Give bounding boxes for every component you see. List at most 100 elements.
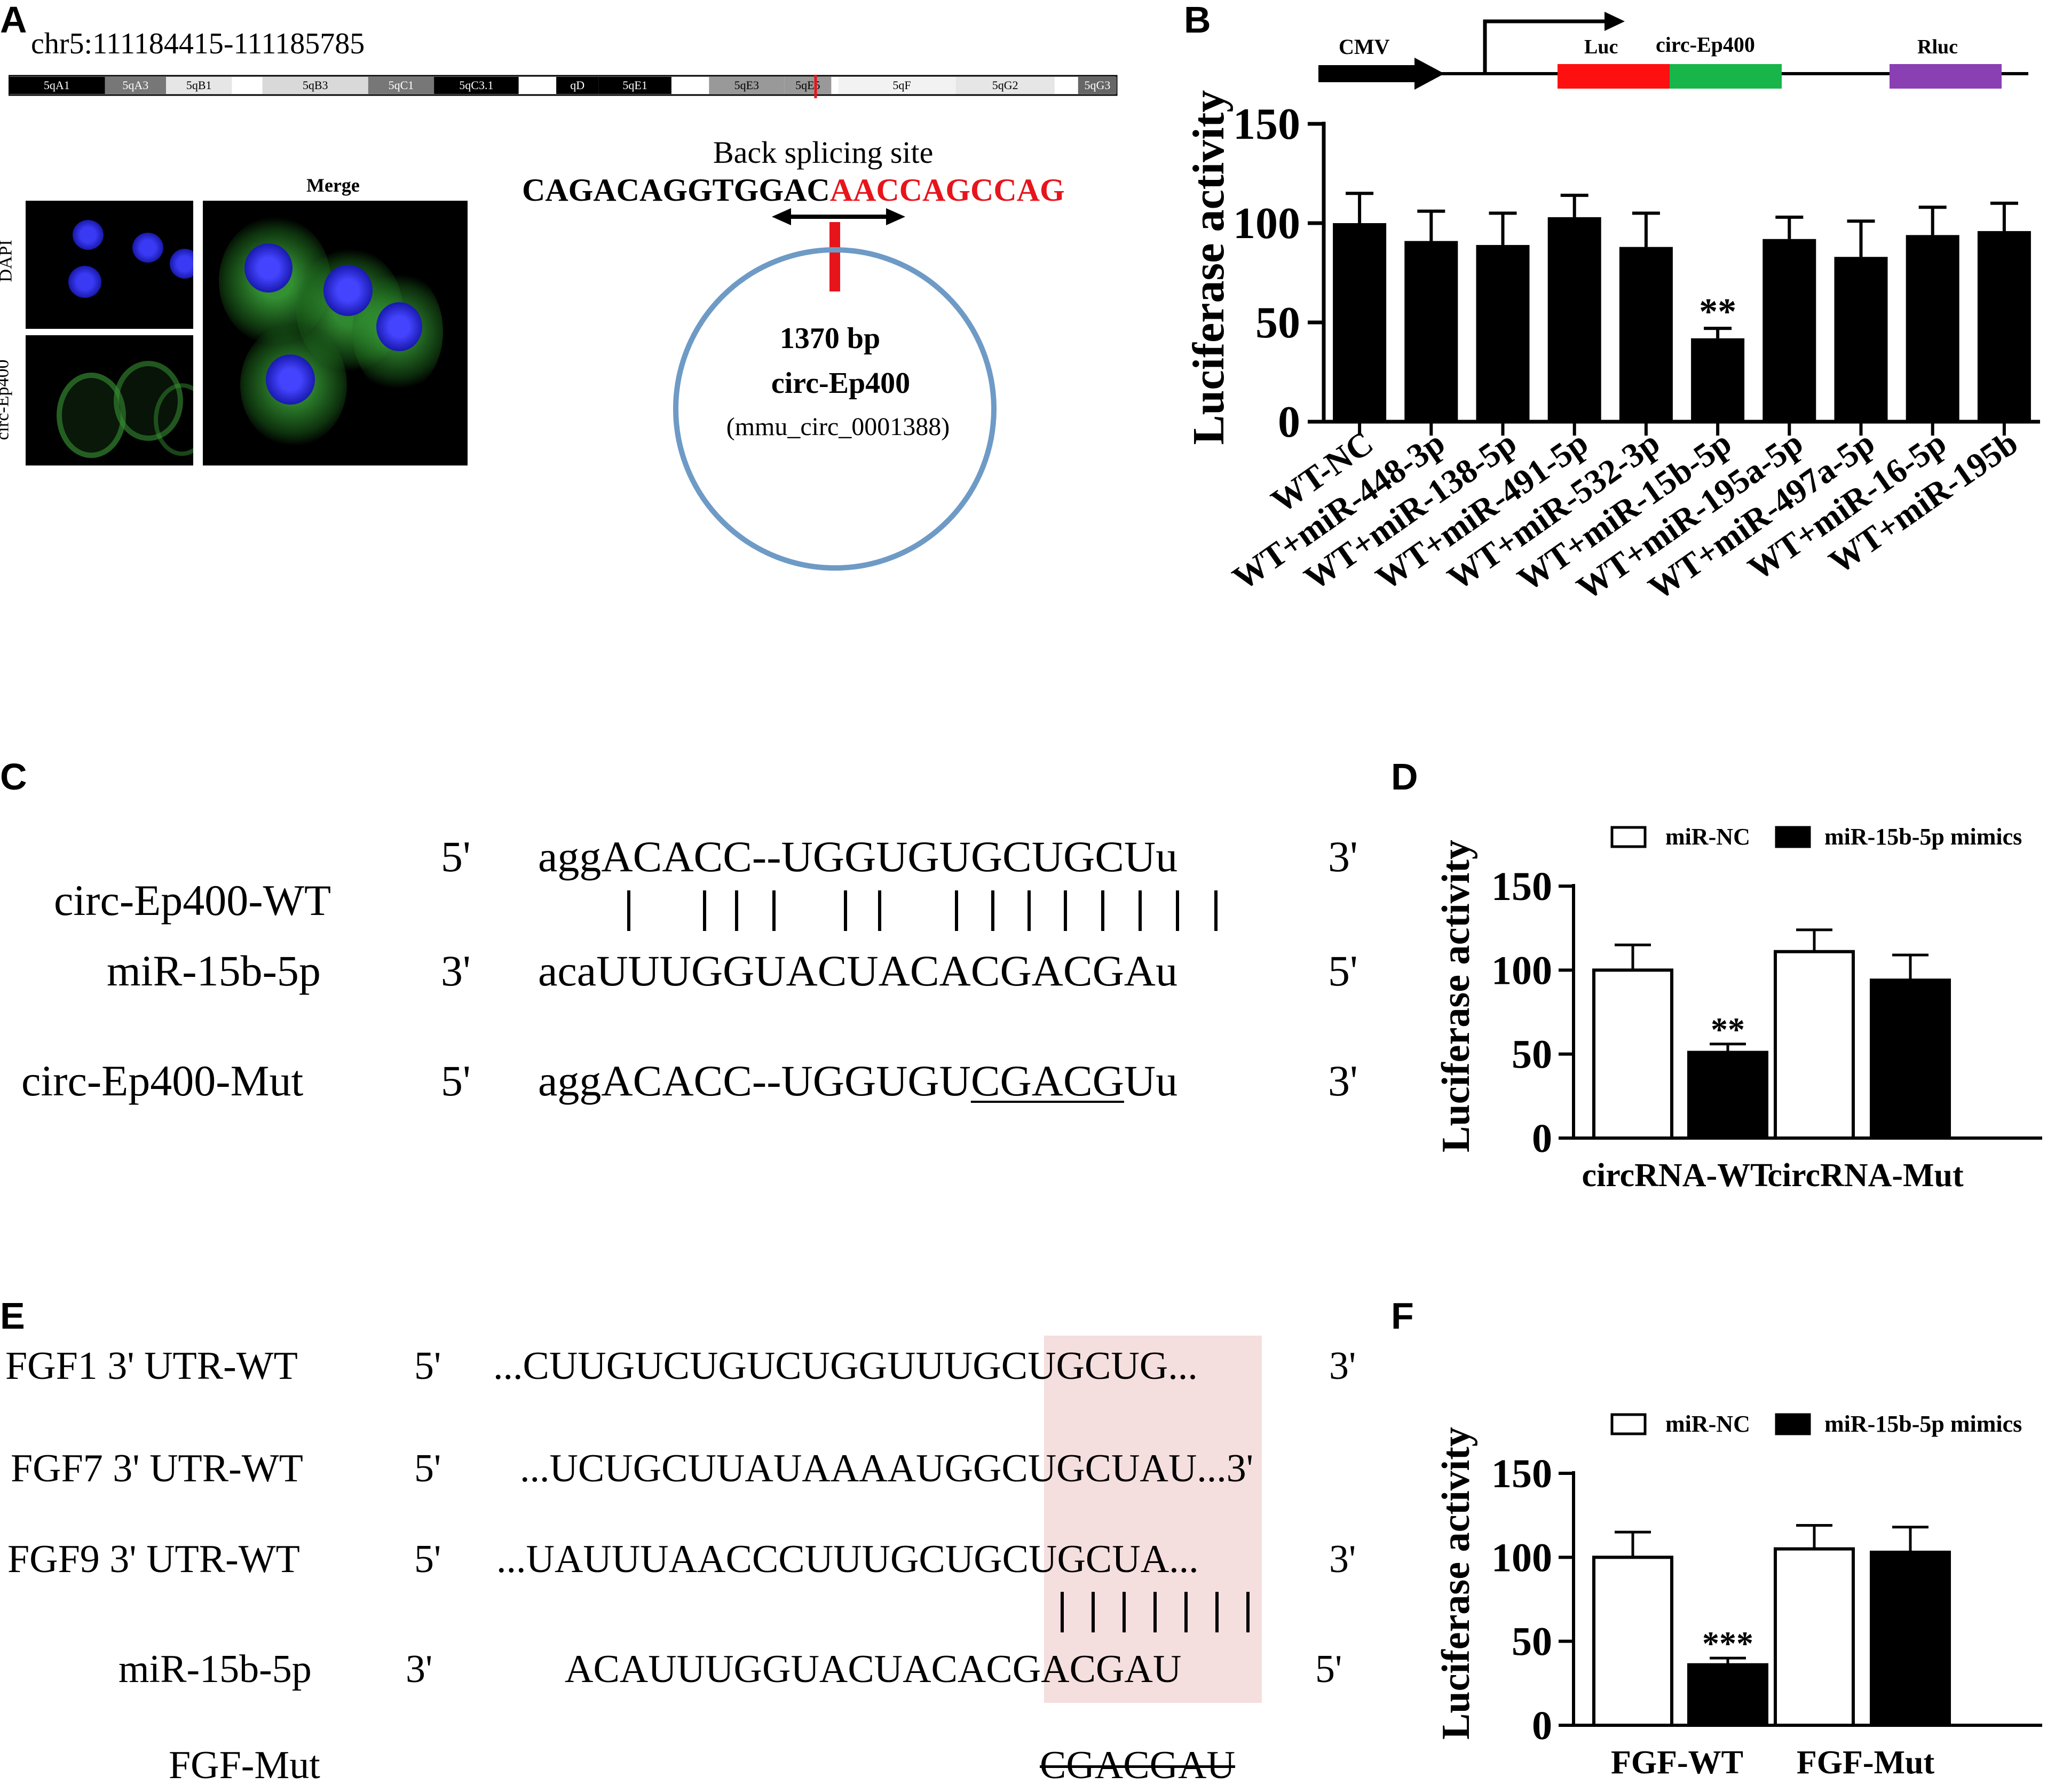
chart-f-significance: *** (1702, 1624, 1753, 1662)
panel-label-a: A (0, 0, 27, 41)
chart-b-luciferase-mirna-screen: Luciferase activity 050100150WT-NCWT+miR-… (1184, 90, 2040, 607)
ideogram-band (784, 77, 832, 94)
ideogram-band (105, 77, 167, 94)
cmv-promoter-arrow (1318, 58, 1444, 90)
e-base-pairing-lines (1061, 1592, 1250, 1632)
chart-b-bar (1762, 239, 1816, 422)
chart-b-ytick-label: 100 (1233, 199, 1300, 248)
e-mut-seq: CGACGAU (1040, 1743, 1235, 1787)
panel-label-e: E (0, 1295, 25, 1337)
ideogram-band-label: 5qG3 (1084, 78, 1110, 92)
c-row-wt: circ-Ep400-WT (32, 835, 331, 922)
chart-b-bar (1547, 217, 1601, 422)
ideogram-band (838, 77, 966, 94)
reporter-construct (1318, 12, 2028, 90)
e-fgf7-name: FGF7 3' UTR-WT (11, 1447, 303, 1490)
back-splicing-title: Back splicing site (713, 135, 934, 170)
chart-d-xtick-label: circRNA-WT (1582, 1157, 1773, 1194)
junction-seq-red: AACCAGCCAG (829, 172, 1065, 208)
c-wt-tail: u (1156, 832, 1178, 881)
chart-f-legend-label: miR-NC (1665, 1411, 1750, 1437)
transcription-start-arrow (1483, 19, 1607, 74)
merge-label: Merge (306, 175, 360, 196)
ideogram-band-label: 5qC1 (389, 78, 414, 92)
rluc-label: Rluc (1917, 36, 1958, 58)
chart-f-ytick-label: 100 (1491, 1535, 1552, 1580)
ideogram-band-label: 5qB3 (303, 78, 328, 92)
e-fgf9-name: FGF9 3' UTR-WT (7, 1537, 300, 1581)
junction-seq-black: CAGACAGGTGGAC (522, 172, 830, 208)
chart-d-bar (1774, 950, 1855, 1140)
c-mut-upper: ACACC--UGGUGU (601, 1056, 971, 1105)
c-row-wt-5: 5' (441, 832, 471, 881)
chart-f-bar (1774, 1547, 1855, 1727)
circle-size: 1370 bp (779, 322, 881, 355)
chart-f-bar (1687, 1663, 1768, 1727)
chart-d-legend-swatch (1610, 826, 1647, 848)
e-fgf9-5: 5' (414, 1537, 441, 1581)
c-mir-upper: UUUGGUACUACACGACGA (596, 946, 1156, 995)
circ-ep400-image (26, 335, 193, 465)
e-mut-name: FGF-Mut (169, 1743, 320, 1787)
e-fgf1-5: 5' (414, 1344, 441, 1388)
chart-b-significance: ** (1699, 291, 1736, 333)
chart-d-ytick-label: 100 (1491, 948, 1552, 993)
chart-f-ytick-label: 0 (1532, 1703, 1552, 1748)
e-fgf1-name: FGF1 3' UTR-WT (5, 1344, 298, 1388)
c-mir-seq: acaUUUGGUACUACACGACGAu (538, 949, 1177, 993)
circle-id: (mmu_circ_0001388) (726, 413, 950, 441)
ideogram-band-label: qD (570, 78, 584, 92)
genomic-coordinate: chr5:111184415-111185785 (31, 27, 365, 60)
ideogram-band (368, 77, 434, 94)
c-wt-name: circ-Ep400-WT (54, 876, 331, 925)
c-mir-lower: aca (538, 946, 597, 995)
ideogram-band (709, 77, 785, 94)
chart-b-ytick-label: 0 (1278, 397, 1300, 447)
junction-sequence: CAGACAGGTGGACAACCAGCCAG (522, 172, 1065, 209)
ideogram-band-label: 5qC3.1 (459, 78, 493, 92)
chart-b-bar (1691, 338, 1745, 422)
c-row-wt-3: 3' (1328, 832, 1358, 881)
e-mir-seq: ACAUUUGGUACUACACGACGAU (565, 1647, 1182, 1691)
c-row-wt-seq: aggACACC--UGGUGUGCUGCUu (538, 835, 1177, 879)
ideogram-band (166, 77, 232, 94)
chart-d-xtick-label: circRNA-Mut (1767, 1157, 1964, 1194)
c-mut-underlined: CGACG (970, 1056, 1124, 1105)
chart-f-legend-swatch (1775, 1413, 1811, 1435)
chart-b-ytick-label: 50 (1255, 298, 1300, 348)
chart-d-legend-label: miR-NC (1665, 824, 1750, 850)
ideogram-band (556, 77, 599, 94)
c-mir-name: miR-15b-5p (107, 946, 321, 995)
chart-f-bar (1592, 1556, 1673, 1727)
chart-f-fgf-luciferase: Luciferase activity 0 50 100 150 miR-NC miR-15… (1434, 1411, 2042, 1781)
panel-label-f: F (1391, 1295, 1414, 1337)
ideogram-band-label: 5qE3 (734, 78, 759, 92)
c-mut-name: circ-Ep400-Mut (21, 1056, 304, 1105)
c-mut-lower: agg (538, 1056, 602, 1105)
ideogram-band-label: 5qA1 (44, 78, 70, 92)
c-mir-tail: u (1156, 946, 1178, 995)
chart-f-legend-swatch (1610, 1413, 1647, 1435)
e-fgf9-3: 3' (1329, 1537, 1356, 1581)
chart-d-bar (1592, 968, 1673, 1140)
ideogram-band-label: 5qG2 (992, 78, 1018, 92)
chart-b-bar (1476, 244, 1530, 422)
chart-b-bar (1619, 247, 1673, 422)
e-fgf1-3: 3' (1329, 1344, 1356, 1388)
chart-f-ytick-label: 150 (1491, 1451, 1552, 1496)
circ-label: circ-Ep400 (0, 359, 13, 440)
chart-b-bar (1404, 241, 1458, 422)
ideogram-band (598, 77, 671, 94)
ideogram-band-label: 5qF (892, 78, 911, 92)
e-mir-3: 3' (406, 1647, 433, 1691)
chart-d-legend-swatch (1775, 826, 1811, 848)
luc-box (1558, 64, 1670, 89)
chart-d-bar (1870, 978, 1951, 1140)
chart-b-ytick-label: 150 (1233, 99, 1300, 149)
ideogram-band (1078, 77, 1117, 94)
chromosome-ideogram: 5qA1 5qA3 5qB1 5qB3 5qC1 5qC3.1 qD 5qE1 5qE3 5qE5… (9, 75, 1118, 98)
c-mut-tail: u (1156, 1056, 1178, 1105)
c-mir-3: 3' (441, 946, 471, 995)
chart-b-bar (1906, 235, 1959, 422)
c-wt-upper: ACACC--UGGUGUGCUGCU (601, 832, 1156, 881)
